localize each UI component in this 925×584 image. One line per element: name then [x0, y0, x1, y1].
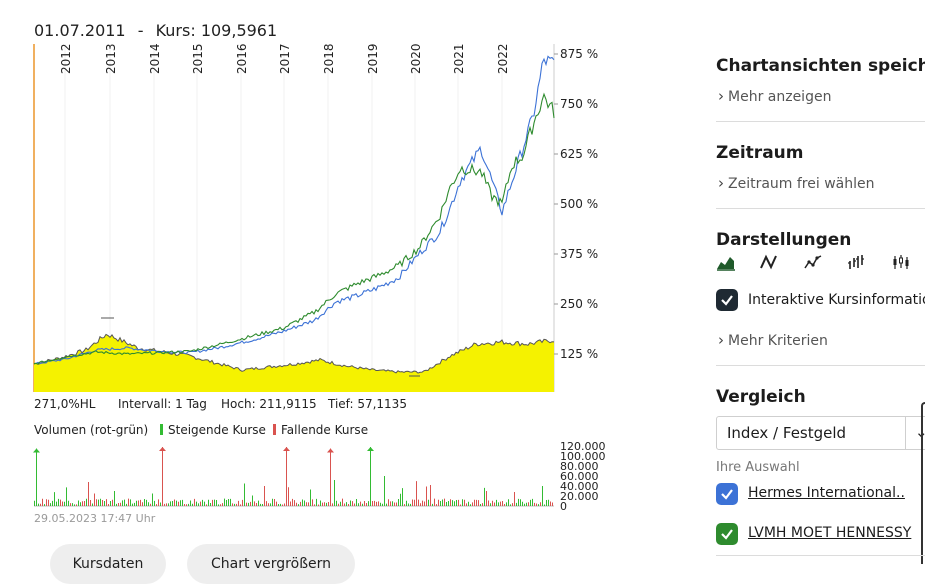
volume-peak-marker [33, 448, 40, 453]
year-tick-label: 2017 [278, 43, 292, 74]
mehr-kriterien-label: Mehr Kriterien [728, 333, 828, 349]
mehr-kriterien-link[interactable]: › Mehr Kriterien [718, 331, 828, 349]
popup-edge [921, 402, 925, 564]
y-tick-label: 750 % [560, 97, 598, 111]
legend-falling-label: Fallende Kurse [281, 423, 369, 437]
stat-interval: Intervall: 1 Tag [118, 397, 207, 411]
zeitraum-link-label: Zeitraum frei wählen [728, 176, 875, 192]
volume-tick-label: 80.000 [560, 460, 599, 473]
chevron-right-icon: › [718, 174, 724, 192]
year-tick-label: 2022 [496, 43, 510, 74]
year-tick-label: 2021 [452, 43, 466, 74]
zeitraum-link[interactable]: › Zeitraum frei wählen [718, 174, 875, 192]
year-tick-label: 2016 [235, 43, 249, 74]
y-tick-label: 625 % [560, 147, 598, 161]
price-chart[interactable]: 2012 2013 2014 2015 2016 2017 2018 2019 2020 2021… [0, 0, 640, 520]
index-series-line [33, 333, 555, 374]
falling-swatch [273, 424, 276, 435]
update-timestamp: 29.05.2023 17:47 Uhr [34, 512, 156, 525]
area-chart-icon[interactable] [716, 253, 736, 271]
volume-tick-label: 40.000 [560, 480, 599, 493]
headline-kurs-value: 109,5961 [200, 21, 278, 40]
legend-rising-label: Steigende Kurse [168, 423, 266, 437]
volume-peak-marker [159, 447, 166, 451]
y-tick-label: 875 % [560, 47, 598, 61]
candlestick-icon[interactable] [891, 253, 911, 271]
volume-tick-label: 100.000 [560, 450, 606, 463]
divider [716, 365, 925, 366]
ohlc-bars-icon[interactable] [847, 253, 867, 271]
darstellungen-title: Darstellungen [716, 230, 852, 250]
mehr-anzeigen-label: Mehr anzeigen [728, 89, 832, 105]
volume-peak-marker [367, 447, 374, 451]
kursdaten-button[interactable]: Kursdaten [50, 544, 166, 584]
rising-swatch [160, 424, 163, 435]
stat-hoch: Hoch: 211,9115 [221, 397, 317, 411]
check-icon [721, 529, 733, 540]
y-tick-label: 125 % [560, 347, 598, 361]
lvmh-checkbox[interactable] [716, 523, 738, 545]
y-tick-label: 375 % [560, 247, 598, 261]
year-tick-label: 2014 [148, 43, 162, 74]
ihre-auswahl-label: Ihre Auswahl [716, 460, 800, 475]
volume-tick-label: 60.000 [560, 470, 599, 483]
legend-rising: Steigende Kurse [160, 423, 266, 437]
dot-line-chart-icon[interactable] [803, 253, 823, 271]
lvmh-series-line [33, 92, 555, 365]
hermes-link[interactable]: Hermes International.. [748, 485, 905, 501]
year-tick-label: 2012 [59, 43, 73, 74]
chart-headline: 01.07.2011 - Kurs: 109,5961 [34, 21, 277, 40]
lvmh-link[interactable]: LVMH MOET HENNESSY [748, 525, 912, 541]
volume-tick-label: 0 [560, 500, 567, 513]
select-divider [905, 417, 906, 449]
chevron-right-icon: › [718, 331, 724, 349]
year-tick-label: 2013 [104, 43, 118, 74]
volume-title: Volumen (rot-grün) [34, 423, 149, 437]
headline-separator: - [137, 21, 144, 40]
headline-date: 01.07.2011 [34, 21, 126, 40]
year-tick-label: 2018 [322, 43, 336, 74]
chevron-right-icon: › [718, 87, 724, 105]
divider [716, 555, 925, 556]
y-tick-label: 250 % [560, 297, 598, 311]
interactive-info-label: Interaktive Kursinformatio [748, 292, 925, 308]
volume-peak-marker [327, 448, 334, 453]
volume-tick-label: 120.000 [560, 440, 606, 453]
vergleich-select[interactable]: Index / Festgeld ⌄ [716, 416, 925, 450]
vergleich-title: Vergleich [716, 387, 806, 407]
stat-tief: Tief: 57,1135 [328, 397, 407, 411]
divider [716, 121, 925, 122]
vergleich-select-value: Index / Festgeld [727, 424, 847, 442]
hermes-checkbox[interactable] [716, 483, 738, 505]
volume-tick-label: 20.000 [560, 490, 599, 503]
zeitraum-title: Zeitraum [716, 143, 804, 163]
headline-kurs-label: Kurs: [155, 21, 196, 40]
legend-falling: Fallende Kurse [273, 423, 368, 437]
check-icon [721, 489, 733, 500]
year-tick-label: 2020 [409, 43, 423, 74]
interactive-info-checkbox[interactable] [716, 289, 738, 311]
check-icon [721, 295, 733, 306]
chart-views-title: Chartansichten speicher [716, 56, 925, 76]
hermes-series-line [33, 55, 555, 365]
volume-peak-marker [283, 447, 290, 451]
year-tick-label: 2015 [191, 43, 205, 74]
line-chart-icon[interactable] [759, 253, 779, 271]
stat-hl: 271,0%HL [34, 397, 96, 411]
index-area-fill [34, 334, 554, 392]
mehr-anzeigen-link[interactable]: › Mehr anzeigen [718, 87, 831, 105]
year-tick-label: 2019 [366, 43, 380, 74]
chart-vergroessern-button[interactable]: Chart vergrößern [187, 544, 355, 584]
chevron-down-icon: ⌄ [915, 423, 925, 441]
divider [716, 208, 925, 209]
y-tick-label: 500 % [560, 197, 598, 211]
